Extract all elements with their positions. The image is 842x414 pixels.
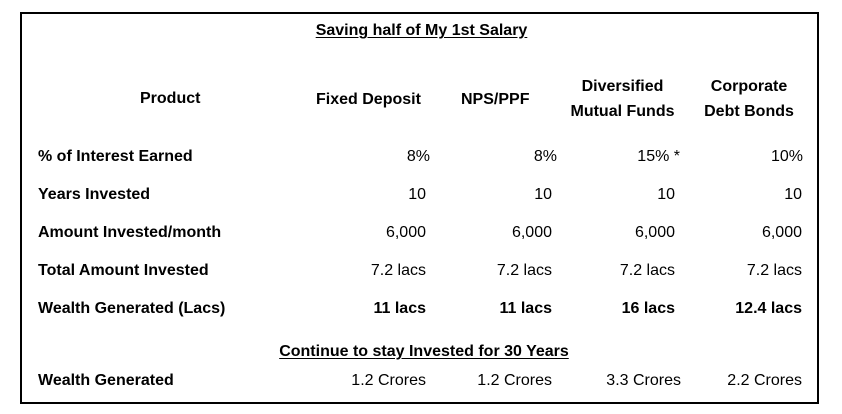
row-total-invested-debt-bonds: 7.2 lacs: [746, 262, 802, 279]
section-subtitle: Continue to stay Invested for 30 Years: [279, 343, 569, 360]
header-debt-bonds-line-2: Debt Bonds: [704, 103, 794, 120]
row-wealth-nps-ppf: 11 lacs: [499, 300, 553, 317]
row-wealth-label: Wealth Generated (Lacs): [38, 300, 226, 317]
header-fixed-deposit: Fixed Deposit: [316, 87, 421, 112]
row-years-nps-ppf: 10: [534, 186, 552, 203]
row-total-invested-nps-ppf: 7.2 lacs: [496, 262, 552, 279]
row-interest-fixed-deposit: 8%: [406, 148, 430, 165]
row-wealth-mutual-funds: 16 lacs: [621, 300, 675, 317]
row-monthly-amount-debt-bonds: 6,000: [761, 224, 802, 241]
row-monthly-amount-label: Amount Invested/month: [38, 224, 222, 241]
page-title: Saving half of My 1st Salary: [315, 22, 528, 39]
header-mutual-funds-line-2: Mutual Funds: [570, 103, 675, 120]
header-nps-ppf: NPS/PPF: [461, 87, 529, 112]
header-product-label: Product: [140, 90, 201, 107]
header-fixed-deposit-line-1: Fixed Deposit: [316, 91, 421, 108]
row-years-label: Years Invested: [38, 186, 151, 203]
header-debt-bonds: Corporate Debt Bonds: [690, 74, 808, 124]
row-longterm-wealth-mutual-funds: 3.3 Crores: [606, 372, 681, 389]
row-monthly-amount-fixed-deposit: 6,000: [385, 224, 426, 241]
row-longterm-wealth-debt-bonds: 2.2 Crores: [727, 372, 802, 389]
row-total-invested-mutual-funds: 7.2 lacs: [619, 262, 675, 279]
header-debt-bonds-line-1: Corporate: [710, 78, 788, 95]
row-interest-mutual-funds: 15% *: [637, 148, 680, 165]
row-total-invested-label: Total Amount Invested: [38, 262, 209, 279]
header-mutual-funds-line-1: Diversified: [581, 78, 664, 95]
row-years-fixed-deposit: 10: [408, 186, 426, 203]
row-total-invested-fixed-deposit: 7.2 lacs: [370, 262, 426, 279]
row-longterm-wealth-label: Wealth Generated: [38, 372, 174, 389]
row-longterm-wealth-nps-ppf: 1.2 Crores: [477, 372, 552, 389]
row-wealth-fixed-deposit: 11 lacs: [373, 300, 427, 317]
row-interest-label: % of Interest Earned: [38, 148, 193, 165]
header-mutual-funds: Diversified Mutual Funds: [560, 74, 685, 124]
row-monthly-amount-nps-ppf: 6,000: [511, 224, 552, 241]
table-frame: [20, 12, 819, 404]
row-wealth-debt-bonds: 12.4 lacs: [735, 300, 802, 317]
row-longterm-wealth-fixed-deposit: 1.2 Crores: [351, 372, 426, 389]
row-years-mutual-funds: 10: [657, 186, 675, 203]
row-interest-nps-ppf: 8%: [533, 148, 557, 165]
row-monthly-amount-mutual-funds: 6,000: [634, 224, 675, 241]
row-years-debt-bonds: 10: [784, 186, 802, 203]
row-interest-debt-bonds: 10%: [770, 148, 803, 165]
header-nps-ppf-line-1: NPS/PPF: [461, 91, 530, 108]
